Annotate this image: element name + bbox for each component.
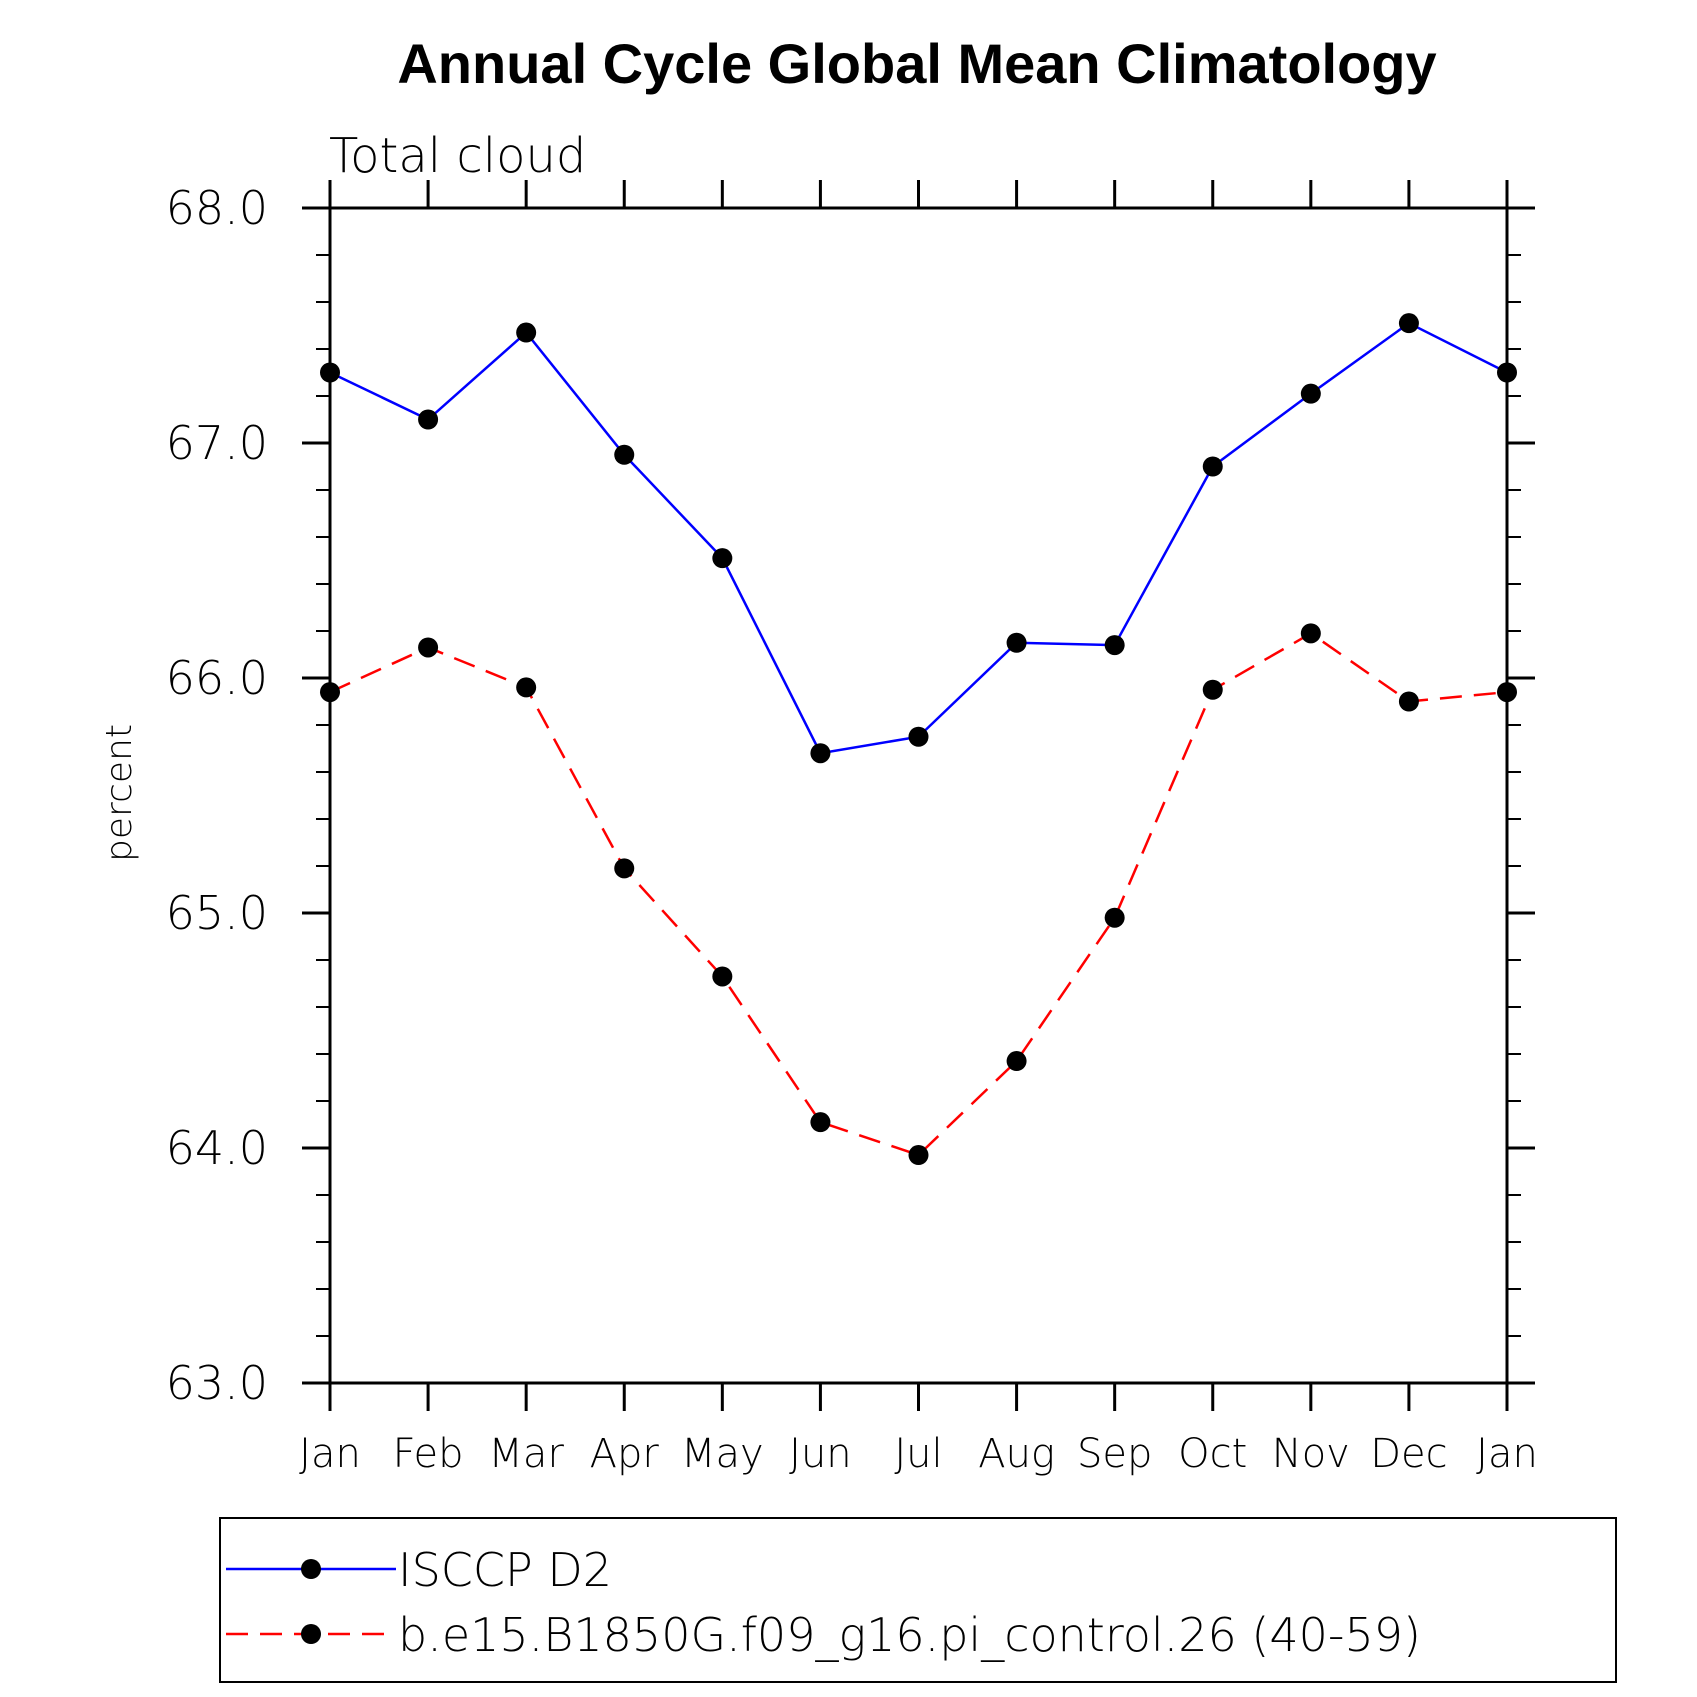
series-1-point — [908, 726, 929, 747]
y-tick-label: 68.0 — [166, 181, 268, 235]
y-tick-label: 66.0 — [166, 651, 268, 705]
series-1-point — [516, 322, 537, 343]
series-2-point — [712, 966, 733, 987]
series-1-point — [1202, 456, 1223, 477]
series-2-point — [810, 1112, 831, 1133]
axes: Jan Feb Mar Apr May Jun Jul Aug Sep Oct Nov Dec Jan 6… — [166, 180, 1538, 1477]
x-tick-label: Oct — [1178, 1431, 1247, 1477]
series-2-point — [1006, 1051, 1027, 1072]
series-2-point — [516, 677, 537, 698]
x-tick-label: Jan — [299, 1431, 361, 1477]
series-1-point — [418, 409, 439, 430]
series-line-2 — [329, 631, 1508, 1157]
series-1-point — [1300, 383, 1321, 404]
legend: ISCCP D2 b.e15.B1850G.f09_g16.pi_control.… — [219, 1517, 1617, 1683]
series-layer — [320, 313, 1517, 1166]
y-tick-label: 67.0 — [166, 416, 268, 470]
series-2-point — [1300, 623, 1321, 644]
series-2-point — [908, 1145, 929, 1166]
series-2-point — [614, 858, 635, 879]
y-tick-label: 64.0 — [166, 1121, 268, 1175]
x-tick-label: Nov — [1272, 1431, 1350, 1477]
x-tick-label: May — [681, 1431, 764, 1477]
series-1-point — [712, 548, 733, 569]
chart-subtitle: Total cloud — [329, 128, 586, 184]
series-2-point — [418, 637, 439, 658]
legend-marker-2 — [301, 1624, 321, 1644]
plot-frame — [328, 206, 1509, 1385]
legend-label-1: ISCCP D2 — [398, 1543, 612, 1597]
x-tick-label: Dec — [1370, 1431, 1447, 1477]
x-tick-label: Jan — [1476, 1431, 1538, 1477]
legend-marker-1 — [301, 1559, 321, 1579]
x-tick-label: Jun — [789, 1431, 852, 1477]
y-axis-label: percent — [99, 724, 140, 862]
series-1-point — [1398, 313, 1419, 334]
series-1-point — [614, 444, 635, 465]
chart-title: Annual Cycle Global Mean Climatology — [397, 32, 1436, 95]
series-2-point — [1202, 679, 1223, 700]
y-tick-label: 63.0 — [166, 1356, 268, 1410]
series-1-point — [1104, 635, 1125, 656]
y-tick-label: 65.0 — [166, 886, 268, 940]
x-tick-label: Feb — [393, 1431, 464, 1477]
x-tick-label: Jul — [894, 1431, 942, 1477]
legend-box — [219, 1517, 1617, 1683]
legend-label-2: b.e15.B1850G.f09_g16.pi_control.26 (40-5… — [398, 1608, 1421, 1662]
series-line-1 — [329, 321, 1508, 755]
x-tick-label: Aug — [978, 1431, 1055, 1477]
x-tick-label: Mar — [488, 1431, 564, 1477]
x-tick-label: Sep — [1077, 1431, 1152, 1477]
series-1-point — [810, 743, 831, 764]
series-2-point — [1398, 691, 1419, 712]
series-2-point — [1104, 907, 1125, 928]
x-tick-label: Apr — [590, 1431, 660, 1477]
series-1-point — [1006, 632, 1027, 653]
